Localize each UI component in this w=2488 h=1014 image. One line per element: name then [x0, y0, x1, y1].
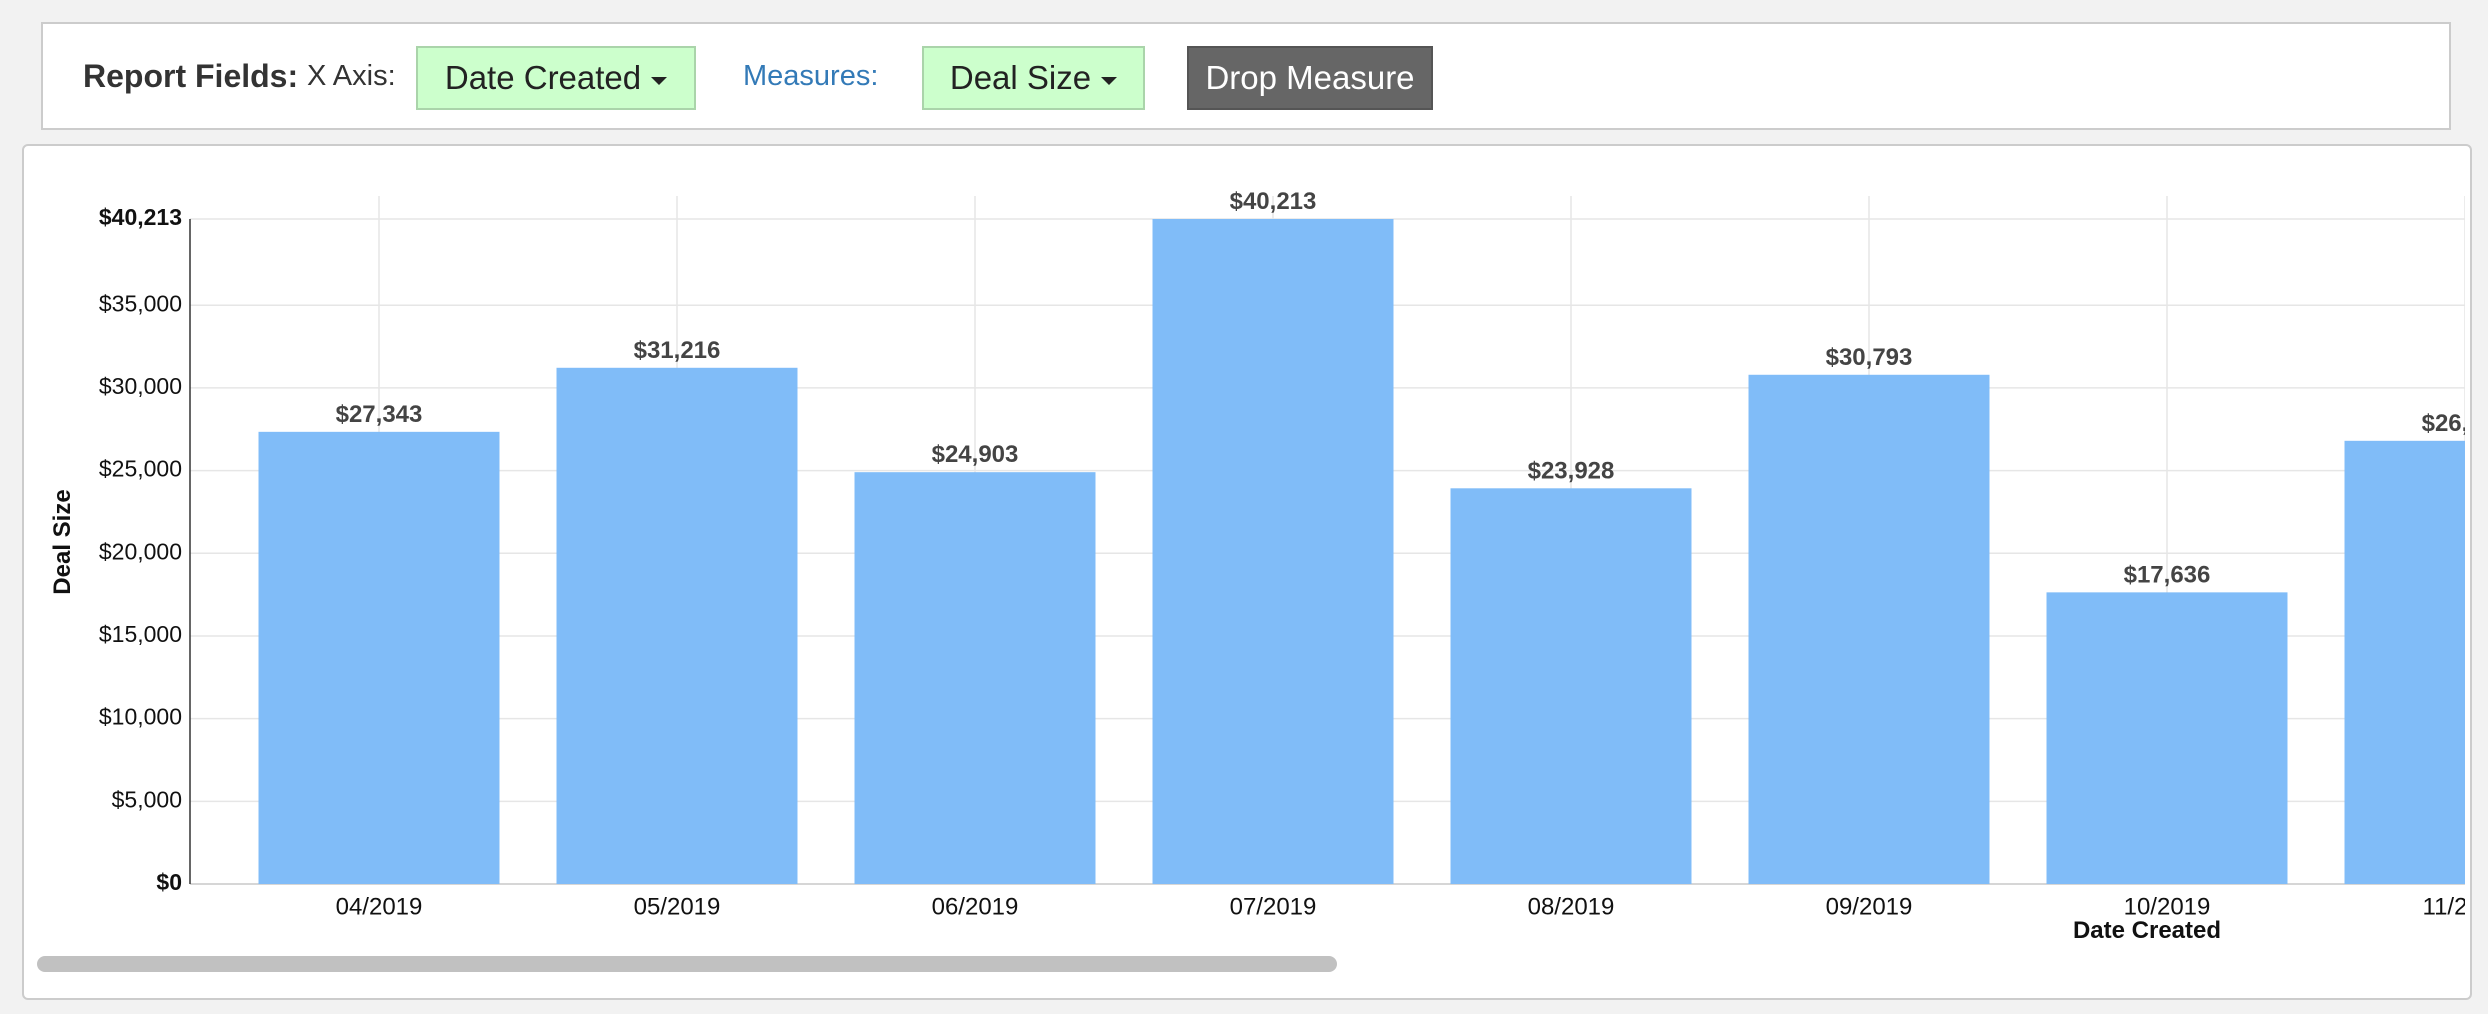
- data-label: $24,903: [932, 441, 1019, 468]
- y-tick-label: $10,000: [99, 704, 182, 730]
- bar: [1152, 219, 1394, 884]
- y-tick-label: $5,000: [112, 786, 182, 812]
- x-tick-label: 10/2019: [2124, 893, 2211, 920]
- bar: [1450, 488, 1692, 884]
- x-tick-label: 05/2019: [634, 893, 721, 920]
- y-tick-label: $20,000: [99, 538, 182, 564]
- bar: [854, 472, 1096, 884]
- y-tick-label: $0: [156, 869, 182, 895]
- drop-measure-button[interactable]: Drop Measure: [1187, 46, 1433, 110]
- data-label: $23,928: [1528, 457, 1615, 484]
- y-tick-label: $35,000: [99, 290, 182, 316]
- measure-dropdown[interactable]: Deal Size: [922, 46, 1145, 110]
- data-label: $30,793: [1826, 344, 1913, 371]
- x-axis-title: Date Created: [2073, 917, 2221, 944]
- y-axis-title: Deal Size: [49, 489, 76, 594]
- data-label: $31,216: [634, 337, 721, 364]
- y-tick-label: $15,000: [99, 621, 182, 647]
- x-tick-label: 09/2019: [1826, 893, 1913, 920]
- bar: [258, 431, 500, 884]
- bar: [1748, 374, 1990, 884]
- chart: Deal Size Date Created 04/2019 $27,343 05/…: [37, 188, 2470, 972]
- y-tick-label: $40,213: [99, 204, 182, 230]
- bar: [556, 367, 798, 884]
- data-label: $26,800: [2422, 410, 2470, 437]
- x-tick-label: 08/2019: [1528, 893, 1615, 920]
- x-tick-label: 04/2019: [336, 893, 423, 920]
- x-tick-label: 06/2019: [932, 893, 1019, 920]
- x-tick-label: 11/2019: [2423, 893, 2470, 920]
- x-axis-field: Date Created: [444, 59, 642, 96]
- plot: 04/2019 $27,343 05/2019 $31,216 06/2019 $24,9…: [190, 188, 2470, 920]
- data-label: $17,636: [2124, 561, 2211, 588]
- toolbar: Report Fields: X Axis: Date Created Meas…: [41, 22, 2451, 130]
- chart-panel: Deal Size Date Created 04/2019 $27,343 05/…: [22, 144, 2472, 1000]
- measure-field: Deal Size: [949, 59, 1092, 96]
- data-label: $27,343: [336, 401, 423, 428]
- x-axis-label: X Axis:: [307, 60, 396, 92]
- measures-label: Measures:: [743, 60, 879, 92]
- data-label: $40,213: [1230, 188, 1317, 215]
- x-axis-dropdown[interactable]: Date Created: [416, 46, 696, 110]
- caret: [651, 77, 668, 85]
- x-tick-label: 07/2019: [1230, 893, 1317, 920]
- caret: [1101, 77, 1118, 85]
- y-tick-label: $25,000: [99, 456, 182, 482]
- bar: [2046, 592, 2288, 884]
- bar: [2344, 440, 2465, 884]
- y-tick-label: $30,000: [99, 373, 182, 399]
- scrollbar[interactable]: [37, 956, 1337, 972]
- report-fields-label: Report Fields:: [83, 58, 299, 94]
